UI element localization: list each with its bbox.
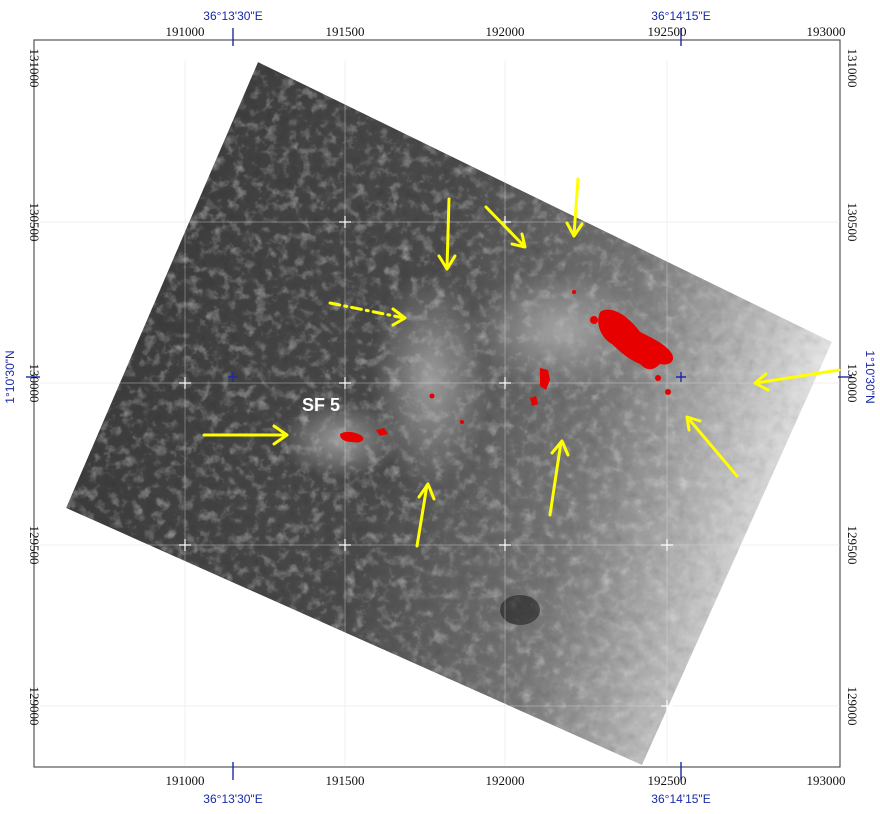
y-tick-right-1: 130500 [845,203,860,242]
x-tick-top-0: 191000 [166,24,205,39]
arrow-9 [415,482,436,548]
x-tick-bottom-0: 191000 [166,773,205,788]
x-tick-top-4: 193000 [807,24,846,39]
arrow-5-dashed [328,301,407,327]
x-tick-top-2: 192000 [486,24,525,39]
x-tick-top-1: 191500 [326,24,365,39]
arrow-6 [753,368,841,392]
y-tick-right-2: 130000 [845,364,860,403]
geo-lon-top-right: 36°14'15"E [651,9,710,23]
x-tick-bottom-3: 192500 [648,773,687,788]
x-tick-bottom-4: 193000 [807,773,846,788]
y-tick-right-3: 129500 [845,526,860,565]
arrow-8 [548,439,570,517]
yellow-arrows [202,177,841,548]
grid-crosses [179,216,673,712]
geo-crosses [26,28,852,780]
x-tick-bottom-2: 192000 [486,773,525,788]
y-tick-left-2: 130000 [27,364,42,403]
y-ticks-right: 131000 130500 130000 129500 129000 [845,49,860,726]
y-tick-left-3: 129500 [27,526,42,565]
geo-lon-bottom-right: 36°14'15"E [651,792,710,806]
arrow-4 [565,177,584,238]
geo-lat-right: 1°10'30"N [863,350,877,403]
x-ticks-top: 191000 191500 192000 192500 193000 [166,24,846,39]
y-tick-left-0: 131000 [27,49,42,88]
y-tick-left-1: 130500 [27,203,42,242]
arrow-1 [202,424,289,446]
geo-lat-left: 1°10'30"N [3,350,17,403]
geo-lon-top-left: 36°13'30"E [203,9,262,23]
y-ticks-left: 131000 130500 130000 129500 129000 [27,49,42,726]
geo-lon-bottom-left: 36°13'30"E [203,792,262,806]
arrow-2 [437,197,457,271]
x-tick-bottom-1: 191500 [326,773,365,788]
y-tick-right-4: 129000 [845,687,860,726]
site-label: SF 5 [302,395,340,415]
x-tick-top-3: 192500 [648,24,687,39]
grid-lines [40,60,840,765]
x-ticks-bottom: 191000 191500 192000 192500 193000 [166,773,846,788]
map-frame [33,39,841,768]
red-patches [340,290,674,443]
y-tick-left-4: 129000 [27,687,42,726]
y-tick-right-0: 131000 [845,49,860,88]
arrow-3 [484,205,527,249]
satellite-image [66,62,832,765]
arrow-7 [685,415,739,478]
